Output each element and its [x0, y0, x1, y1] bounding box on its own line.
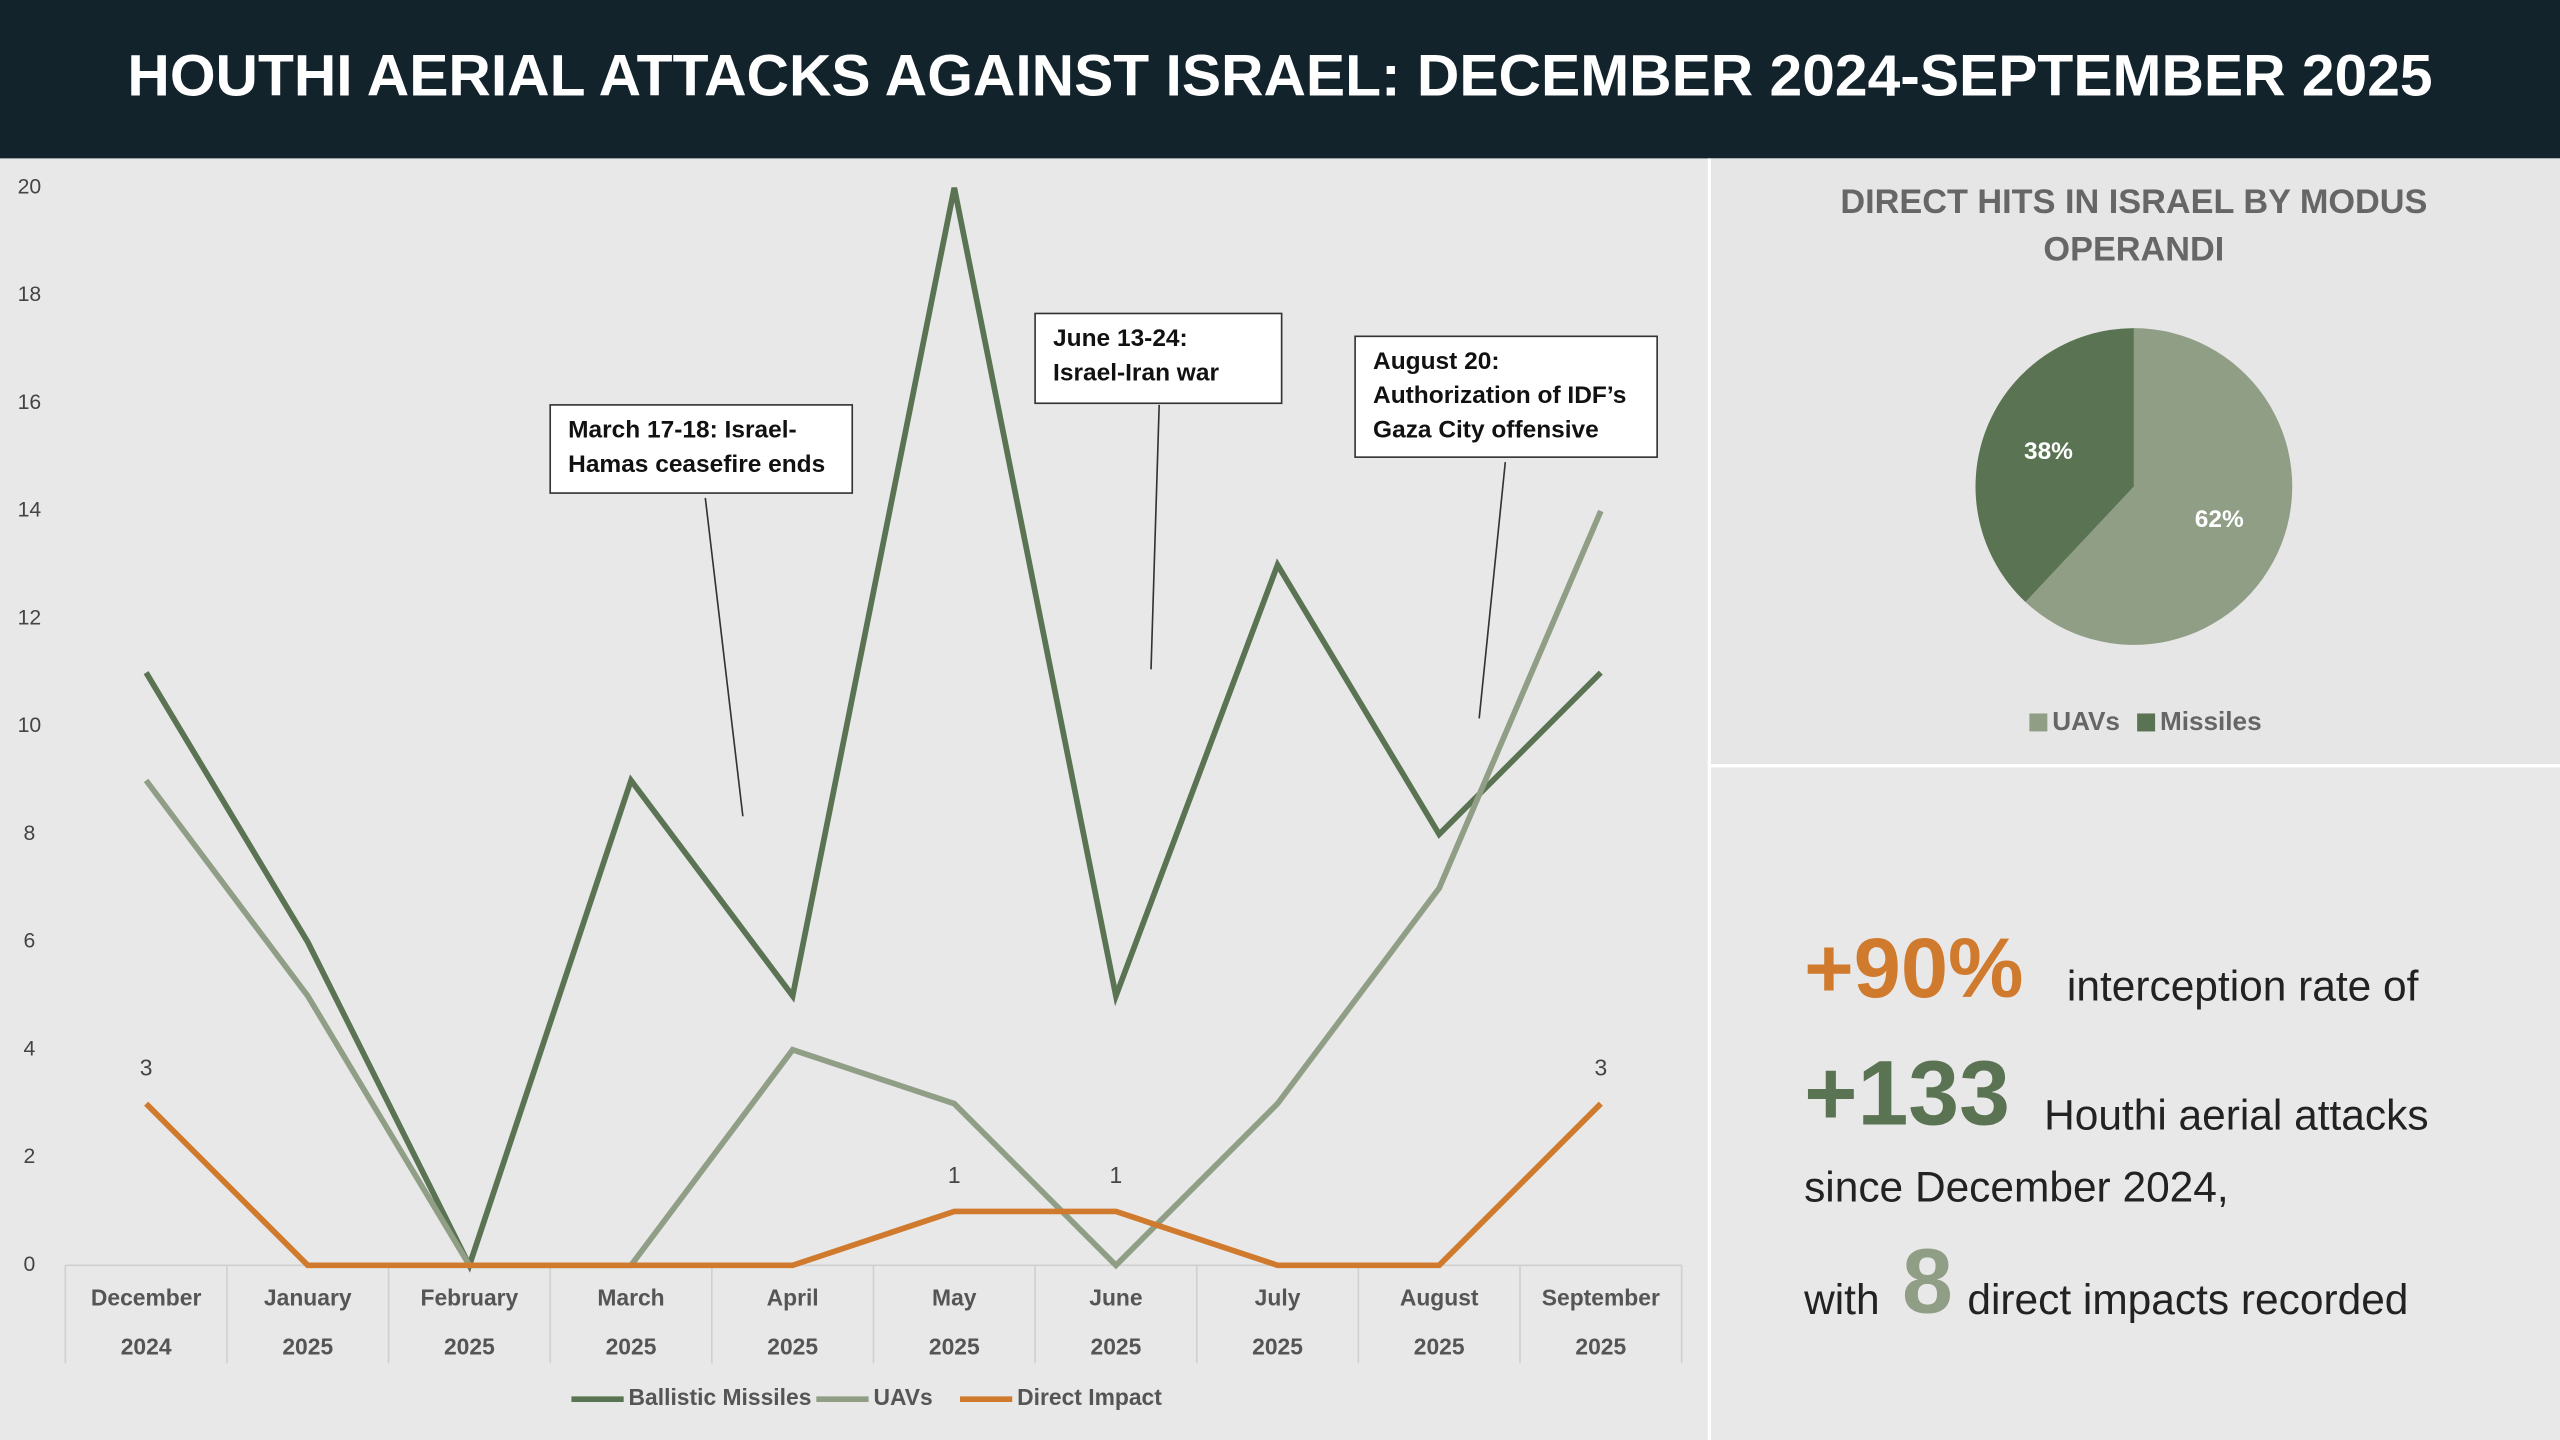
annotation-leader: [1150, 404, 1160, 670]
y-tick-label: 14: [18, 499, 42, 522]
legend-label: Missiles: [2160, 706, 2262, 736]
series-line: [143, 187, 1603, 1273]
x-tick-label: July: [1255, 1285, 1301, 1311]
annotation-text: March 17-18: Israel-: [568, 416, 797, 443]
series-line: [144, 1101, 1603, 1269]
legend-swatch: [2137, 713, 2156, 732]
x-tick-label: May: [932, 1285, 977, 1311]
page-title: HOUTHI AERIAL ATTACKS AGAINST ISRAEL: DE…: [127, 44, 2432, 109]
data-label: 1: [1110, 1162, 1123, 1188]
annotation-text: Gaza City offensive: [1373, 416, 1599, 443]
stat-rate: +90%: [1804, 920, 2023, 1015]
stat-text: since December 2024,: [1804, 1163, 2229, 1210]
annotation-text: August 20:: [1373, 348, 1499, 375]
stat-attacks: +133: [1804, 1043, 2010, 1145]
annotation-leader: [704, 497, 744, 817]
header-bar: [0, 0, 2560, 159]
legend-swatch: [2029, 713, 2048, 732]
annotation-text: Hamas ceasefire ends: [568, 451, 825, 478]
y-tick-label: 18: [18, 283, 42, 306]
pie-label: 62%: [2195, 506, 2244, 533]
x-tick-label: 2025: [282, 1334, 333, 1360]
stat-text: Houthi aerial attacks: [2044, 1092, 2428, 1139]
series-line: [143, 509, 1604, 1270]
stats: +90% interception rate of +133 Houthi ae…: [1803, 920, 2428, 1332]
stat-text: with: [1803, 1276, 1879, 1323]
y-tick-label: 10: [18, 714, 42, 737]
legend-label: Direct Impact: [1017, 1384, 1162, 1410]
annotation-leader: [1478, 461, 1507, 719]
pie-slice: [2025, 328, 2293, 645]
legend-label: UAVs: [2052, 706, 2120, 736]
annotation-box: [549, 404, 854, 494]
annotation-text: Israel-Iran war: [1053, 359, 1219, 386]
annotation-box: [1034, 312, 1283, 405]
x-tick-label: 2025: [1575, 1334, 1626, 1360]
x-tick-label: April: [767, 1285, 819, 1311]
data-label: 3: [140, 1054, 153, 1080]
stat-impacts: 8: [1902, 1230, 1953, 1332]
x-tick-label: 2025: [1252, 1334, 1303, 1360]
x-tick-label: 2025: [1414, 1334, 1465, 1360]
data-label: 3: [1594, 1054, 1607, 1080]
x-tick-label: 2025: [767, 1334, 818, 1360]
y-tick-label: 8: [23, 822, 35, 845]
annotation-text: Authorization of IDF’s: [1373, 382, 1626, 409]
x-tick-label: February: [421, 1285, 519, 1311]
x-tick-label: 2024: [121, 1334, 172, 1360]
y-tick-label: 20: [18, 175, 42, 198]
annotation-box: [1354, 335, 1658, 458]
x-tick-label: 2025: [444, 1334, 495, 1360]
legend-label: UAVs: [873, 1384, 932, 1410]
stat-text: direct impacts recorded: [1967, 1276, 2408, 1323]
legend-label: Ballistic Missiles: [629, 1384, 812, 1410]
annotation-text: June 13-24:: [1053, 325, 1188, 352]
stat-text: interception rate of: [2067, 963, 2419, 1010]
pie-label: 38%: [2024, 438, 2073, 465]
x-tick-label: 2025: [606, 1334, 657, 1360]
x-tick-label: December: [91, 1285, 202, 1311]
data-label: 1: [948, 1162, 961, 1188]
x-tick-label: August: [1400, 1285, 1479, 1311]
y-tick-label: 12: [18, 606, 42, 629]
y-tick-label: 16: [18, 391, 42, 414]
y-tick-label: 2: [23, 1145, 35, 1168]
pie-slice: [1975, 328, 2134, 602]
y-tick-label: 4: [23, 1037, 35, 1060]
x-tick-label: March: [597, 1285, 664, 1311]
y-tick-label: 6: [23, 930, 35, 953]
pie-title: OPERANDI: [2043, 230, 2224, 268]
x-tick-label: 2025: [1091, 1334, 1142, 1360]
pie-title: DIRECT HITS IN ISRAEL BY MODUS: [1840, 183, 2427, 221]
y-tick-label: 0: [23, 1253, 35, 1276]
x-tick-label: 2025: [929, 1334, 980, 1360]
x-tick-label: September: [1542, 1285, 1660, 1311]
x-tick-label: January: [264, 1285, 352, 1311]
x-tick-label: June: [1089, 1285, 1142, 1311]
